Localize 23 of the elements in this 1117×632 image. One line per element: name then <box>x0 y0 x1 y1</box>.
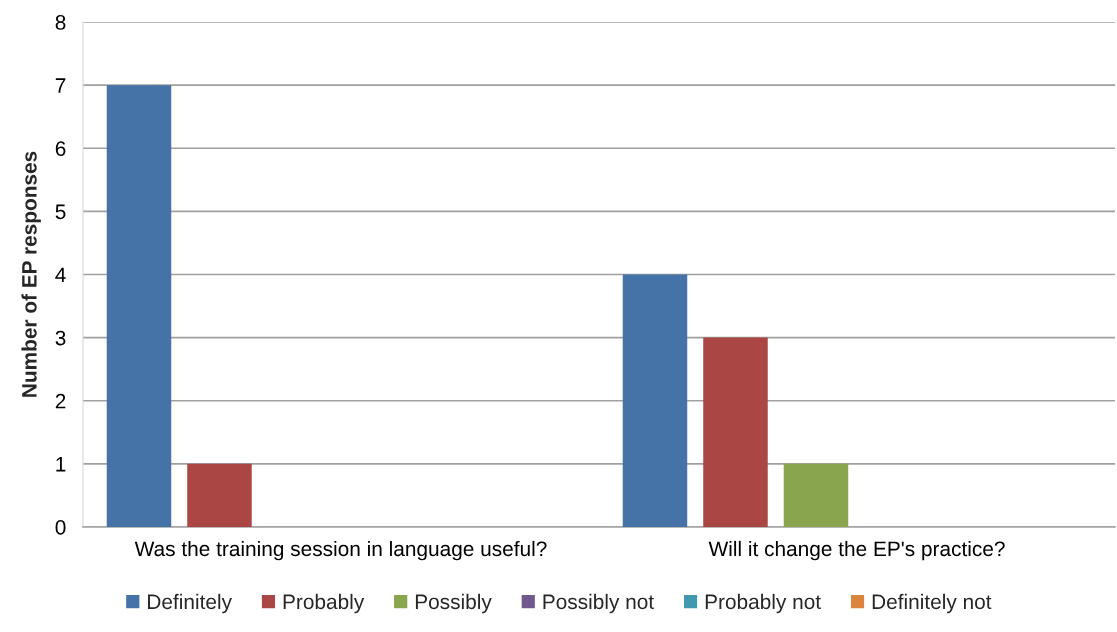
x-tick-label: Will it change the EP's practice? <box>708 540 1005 561</box>
bar <box>783 463 849 527</box>
legend-label: Probably not <box>705 593 821 614</box>
y-tick-label: 1 <box>56 457 66 472</box>
legend-label: Definitely not <box>872 593 992 614</box>
legend-label: Possibly not <box>543 593 654 614</box>
bar <box>622 274 688 527</box>
y-tick-label: 2 <box>55 393 66 409</box>
legend-label: Possibly <box>415 593 492 614</box>
bar <box>106 85 172 527</box>
y-tick-label: 0 <box>55 520 66 535</box>
y-tick-label: 5 <box>55 204 66 220</box>
y-tick-label: 3 <box>55 330 66 346</box>
y-axis-title: Number of EP responses <box>21 151 41 397</box>
legend-label: Definitely <box>148 593 232 614</box>
y-tick-label: 7 <box>55 78 66 93</box>
y-tick-label: 4 <box>55 267 66 283</box>
bar <box>187 463 252 527</box>
bar <box>703 337 768 527</box>
legend-label: Probably <box>283 593 365 614</box>
y-tick-label: 8 <box>55 15 66 30</box>
x-tick-label: Was the training session in language useful? <box>134 540 547 561</box>
y-tick-label: 6 <box>55 141 66 156</box>
